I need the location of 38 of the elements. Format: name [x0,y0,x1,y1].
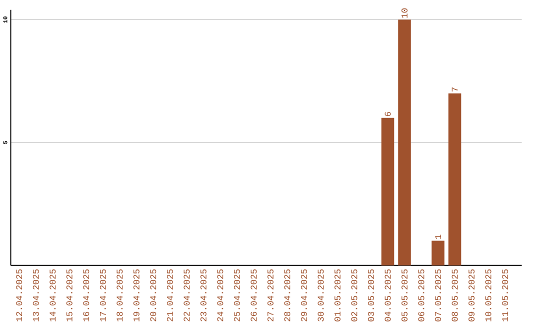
x-tick-label: 02.05.2025 [351,269,358,322]
x-tick-label: 27.04.2025 [267,269,274,322]
x-tick-label: 04.05.2025 [384,269,391,322]
x-tick-label: 09.05.2025 [468,269,475,322]
data-label: 1 [435,234,441,239]
x-tick-label: 01.05.2025 [334,269,340,322]
x-tick-label: 11.05.2025 [502,269,508,322]
data-label: 6 [384,112,391,116]
x-tick-label: 07.05.2025 [435,269,442,322]
x-tick-label: 29.04.2025 [300,269,307,322]
data-label: 10 [402,8,408,18]
x-tick-label: 05.05.2025 [402,269,408,322]
x-tick-label: 30.04.2025 [318,269,324,322]
x-tick-label: 13.04.2025 [32,269,39,322]
data-label: 7 [452,87,458,92]
x-tick-label: 26.04.2025 [250,269,257,322]
x-tick-label: 08.05.2025 [452,269,458,322]
x-tick-label: 19.04.2025 [133,269,140,322]
x-tick-label: 14.04.2025 [50,269,56,322]
bar [448,93,462,266]
x-tick-label: 28.04.2025 [284,269,290,322]
x-tick-label: 21.04.2025 [166,269,173,322]
x-tick-label: 24.04.2025 [217,269,224,322]
x-tick-label: 22.04.2025 [184,269,190,322]
x-tick-label: 03.05.2025 [368,269,374,322]
bar [432,240,444,266]
x-tick-label: 25.04.2025 [234,269,240,322]
x-tick-label: 17.04.2025 [100,269,106,322]
x-tick-label: 23.04.2025 [200,269,206,322]
bar [381,118,394,266]
x-tick-label: 18.04.2025 [116,269,123,322]
x-tick-label: 10.05.2025 [485,269,492,322]
bar [398,20,411,266]
x-tick-label: 06.05.2025 [418,269,424,322]
x-tick-label: 16.04.2025 [83,269,90,322]
x-tick-label: 12.04.2025 [16,269,22,322]
x-tick-label: 20.04.2025 [150,269,156,322]
x-tick-label: 15.04.2025 [66,269,72,322]
